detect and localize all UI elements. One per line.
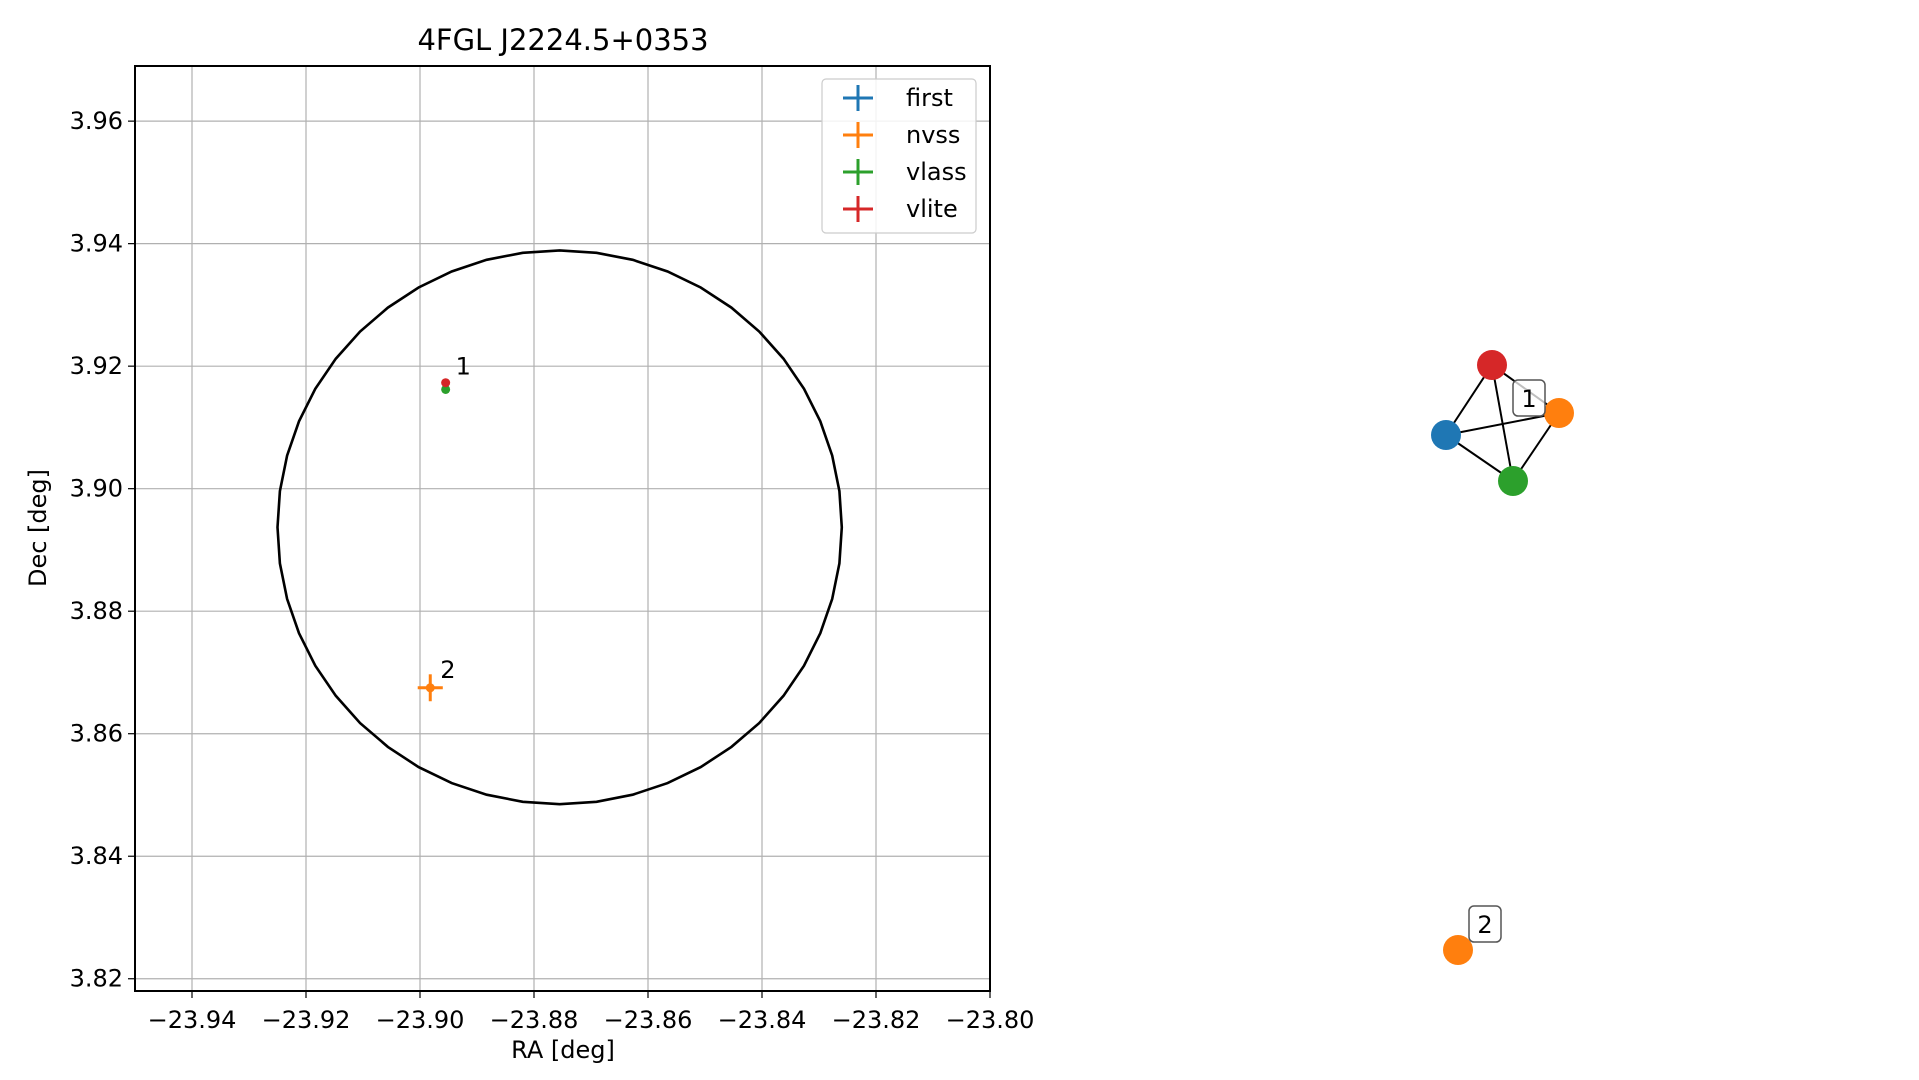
data-point-vlass [441,384,451,394]
y-tick-label: 3.88 [70,597,123,625]
network-label-box [1468,905,1502,943]
x-tick-label: −23.86 [604,1006,693,1034]
y-axis-label: Dec [deg] [24,469,52,587]
legend-box [821,78,977,234]
localization-ellipse-layer [276,249,844,806]
network-label: 1 [1521,385,1536,413]
legend-label-first: first [906,84,953,112]
y-tick-label: 3.96 [70,107,123,135]
data-point-vlite [441,378,451,388]
network-label-box [1512,379,1546,417]
y-tick-label: 3.92 [70,352,123,380]
y-tick-label: 3.86 [70,720,123,748]
grid [135,66,991,991]
y-tick-label: 3.90 [70,475,123,503]
legend-label-vlite: vlite [906,195,958,223]
x-tick-label: −23.88 [490,1006,579,1034]
source-label: 1 [456,353,471,381]
y-tick-label: 3.94 [70,230,123,258]
x-axis: −23.94 −23.92 −23.90 −23.88 −23.86 −23.84 −23.… [148,991,1035,1034]
network-node-vlass [1498,466,1528,496]
x-tick-label: −23.92 [262,1006,351,1034]
data-point-nvss [425,683,435,693]
legend: first nvss vlass vlite [821,78,977,234]
x-tick-label: −23.84 [718,1006,807,1034]
source-label: 2 [440,656,455,684]
y-axis: 3.82 3.84 3.86 3.88 3.90 3.92 3.94 3.96 [70,107,135,993]
x-tick-label: −23.94 [148,1006,237,1034]
legend-label-vlass: vlass [906,158,967,186]
legend-label-nvss: nvss [906,121,960,149]
network-node-first [1431,420,1461,450]
x-tick-label: −23.90 [376,1006,465,1034]
network-node-vlite [1477,350,1507,380]
network-edge [1491,364,1514,482]
x-tick-label: −23.80 [946,1006,1035,1034]
y-tick-label: 3.82 [70,965,123,993]
data-points: 12 [417,353,471,702]
x-axis-label: RA [deg] [511,1036,615,1064]
network-node-nvss [1544,398,1574,428]
chart-title: 4FGL J2224.5+0353 [417,23,708,57]
network-graph: 12 [1431,350,1574,965]
y-tick-label: 3.84 [70,842,123,870]
localization-ellipse [276,249,844,806]
network-node-nvss-2 [1443,935,1473,965]
plot-frame [134,65,991,992]
network-label: 2 [1477,911,1492,939]
x-tick-label: −23.82 [832,1006,921,1034]
